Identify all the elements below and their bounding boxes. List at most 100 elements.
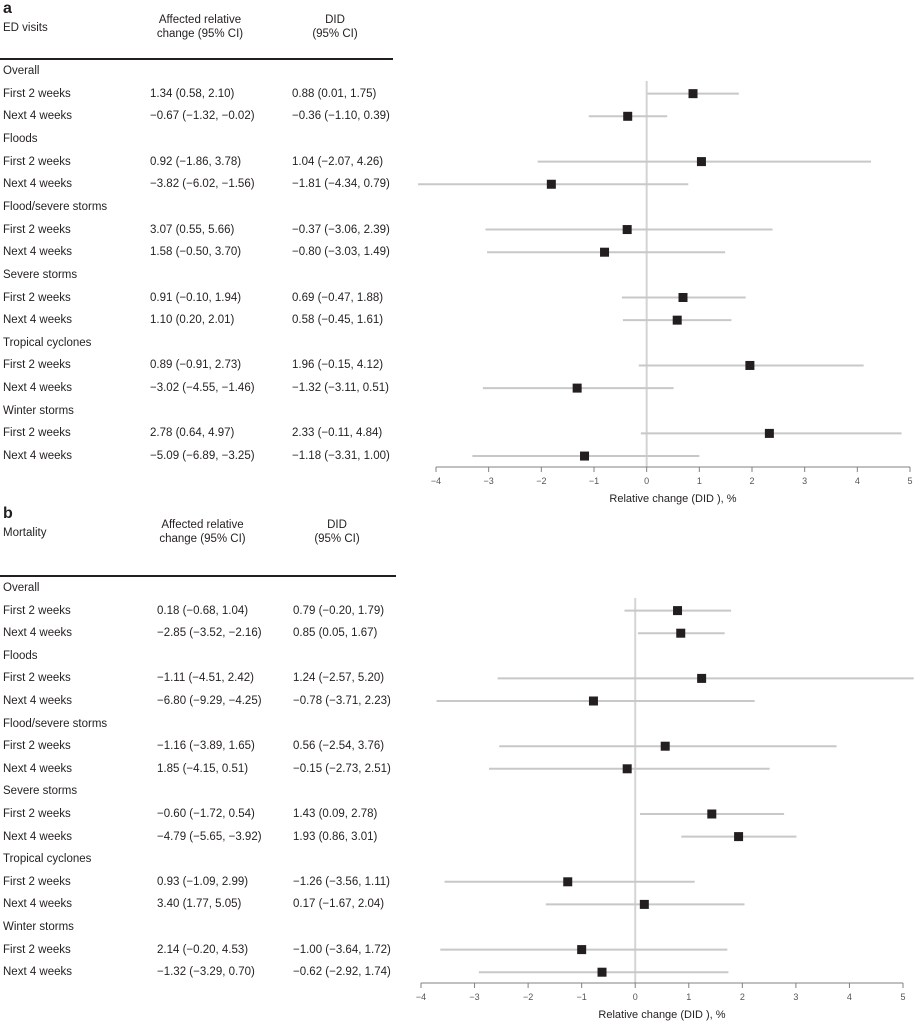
group-label: Severe storms — [3, 268, 78, 281]
header-divider — [0, 575, 396, 577]
forest-plot: −4 −3 −2 −1 0 1 2 3 4 5 Relative change (DID ), % — [416, 598, 914, 1021]
panel-letter: b — [3, 505, 13, 522]
x-axis-title: Relative change (DID ), % — [598, 1009, 725, 1021]
affected-change-cell: −1.11 (−4.51, 2.42) — [157, 672, 254, 685]
affected-change-cell: −1.32 (−3.29, 0.70) — [157, 966, 255, 979]
affected-change-cell: −2.85 (−3.52, −2.16) — [157, 627, 262, 640]
row-label: Next 4 weeks — [3, 966, 73, 979]
did-cell: −0.78 (−3.71, 2.23) — [293, 695, 391, 707]
outcome-header: ED visits — [3, 22, 48, 34]
x-tick-label: 0 — [644, 476, 649, 486]
point-estimate-marker — [745, 360, 755, 370]
x-tick-label: 5 — [900, 992, 905, 1002]
x-tick-label: 5 — [907, 476, 912, 486]
header-divider — [0, 58, 393, 60]
row-label: First 2 weeks — [3, 604, 71, 617]
header-line: change (95% CI) — [156, 28, 244, 40]
did-cell: 1.04 (−2.07, 4.26) — [292, 155, 384, 168]
affected-change-cell: 0.18 (−0.68, 1.04) — [157, 604, 249, 617]
panel-a: a ED visits Affected relative change (95… — [0, 0, 914, 510]
row-label: First 2 weeks — [3, 87, 71, 100]
did-cell: −1.18 (−3.31, 1.00) — [292, 450, 390, 463]
row-label: First 2 weeks — [3, 875, 71, 888]
row-label: Next 4 weeks — [3, 627, 73, 640]
affected-change-cell: 0.89 (−0.91, 2.73) — [150, 359, 242, 372]
row-label: Next 4 weeks — [3, 762, 73, 775]
header-line: DID — [327, 519, 347, 531]
x-tick-label: 2 — [749, 476, 754, 486]
group-label: Flood/severe storms — [3, 200, 108, 213]
x-tick-label: −4 — [431, 476, 441, 486]
group-label: Tropical cyclones — [3, 853, 92, 866]
affected-change-cell: −3.82 (−6.02, −1.56) — [150, 178, 255, 191]
affected-change-cell: 2.14 (−0.20, 4.53) — [157, 943, 249, 956]
affected-change-cell: 3.07 (0.55, 5.66) — [150, 223, 235, 236]
did-cell: 1.93 (0.86, 3.01) — [293, 830, 378, 843]
header-line: Affected relative — [158, 14, 242, 26]
affected-change-cell: 0.91 (−0.10, 1.94) — [150, 291, 242, 304]
did-cell: 0.17 (−1.67, 2.04) — [293, 898, 385, 911]
affected-change-cell: −1.16 (−3.89, 1.65) — [157, 740, 255, 753]
group-label: Tropical cyclones — [3, 336, 92, 349]
x-tick-label: −3 — [484, 476, 494, 486]
affected-change-cell: −0.60 (−1.72, 0.54) — [157, 808, 255, 820]
did-column-header: DID (95% CI) — [295, 13, 375, 41]
row-label: First 2 weeks — [3, 359, 71, 372]
affected-change-cell: −6.80 (−9.29, −4.25) — [157, 695, 262, 707]
row-label: First 2 weeks — [3, 427, 71, 440]
row-label: First 2 weeks — [3, 223, 71, 236]
x-tick-label: 3 — [802, 476, 807, 486]
point-estimate-marker — [676, 628, 686, 638]
affected-change-cell: 1.10 (0.20, 2.01) — [150, 314, 235, 327]
row-label: Next 4 weeks — [3, 178, 73, 191]
group-label: Floods — [3, 132, 38, 145]
point-estimate-marker — [600, 247, 610, 257]
header-line: change (95% CI) — [159, 533, 246, 545]
x-tick-label: 4 — [847, 992, 852, 1002]
x-tick-label: −3 — [469, 992, 479, 1002]
row-label: Next 4 weeks — [3, 830, 73, 843]
point-estimate-marker — [707, 809, 717, 819]
row-label: Next 4 weeks — [3, 382, 73, 395]
affected-change-cell: −4.79 (−5.65, −3.92) — [157, 830, 262, 843]
row-label: Next 4 weeks — [3, 110, 73, 123]
x-tick-label: 3 — [793, 992, 798, 1002]
point-estimate-marker — [697, 673, 707, 683]
did-cell: 1.96 (−0.15, 4.12) — [292, 359, 384, 372]
point-estimate-marker — [622, 225, 632, 235]
header-line: (95% CI) — [312, 28, 358, 40]
x-tick-label: −4 — [416, 992, 426, 1002]
x-axis-title: Relative change (DID ), % — [609, 493, 736, 505]
point-estimate-marker — [660, 741, 670, 751]
row-label: Next 4 weeks — [3, 246, 73, 259]
affected-change-cell: 1.58 (−0.50, 3.70) — [150, 246, 242, 259]
x-tick-label: 1 — [697, 476, 702, 486]
x-tick-label: −2 — [523, 992, 533, 1002]
group-label: Floods — [3, 649, 38, 662]
forest-plot: −4 −3 −2 −1 0 1 2 3 4 5 Relative change (DID ), % — [418, 81, 913, 505]
did-cell: 0.69 (−0.47, 1.88) — [292, 291, 384, 304]
did-cell: −0.80 (−3.03, 1.49) — [292, 246, 390, 259]
x-tick-label: −1 — [589, 476, 599, 486]
group-label: Winter storms — [3, 921, 74, 933]
affected-change-cell: −0.67 (−1.32, −0.02) — [150, 110, 255, 123]
point-estimate-marker — [577, 945, 587, 955]
row-label: Next 4 weeks — [3, 450, 73, 463]
point-estimate-marker — [597, 967, 607, 977]
affected-column-header: Affected relative change (95% CI) — [140, 518, 265, 546]
did-cell: −0.62 (−2.92, 1.74) — [293, 966, 391, 979]
did-cell: −0.37 (−3.06, 2.39) — [292, 223, 390, 236]
point-estimate-marker — [622, 764, 632, 774]
row-label: Next 4 weeks — [3, 314, 73, 327]
group-label: Overall — [3, 65, 40, 77]
point-estimate-marker — [696, 157, 706, 167]
row-label: First 2 weeks — [3, 291, 71, 304]
did-cell: −0.36 (−1.10, 0.39) — [292, 110, 390, 123]
point-estimate-marker — [563, 877, 573, 887]
did-cell: 0.88 (0.01, 1.75) — [292, 87, 377, 100]
point-estimate-marker — [546, 179, 556, 189]
did-cell: 0.58 (−0.45, 1.61) — [292, 314, 384, 327]
did-cell: 1.24 (−2.57, 5.20) — [293, 672, 385, 685]
affected-change-cell: −5.09 (−6.89, −3.25) — [150, 450, 255, 463]
group-label: Winter storms — [3, 404, 74, 417]
